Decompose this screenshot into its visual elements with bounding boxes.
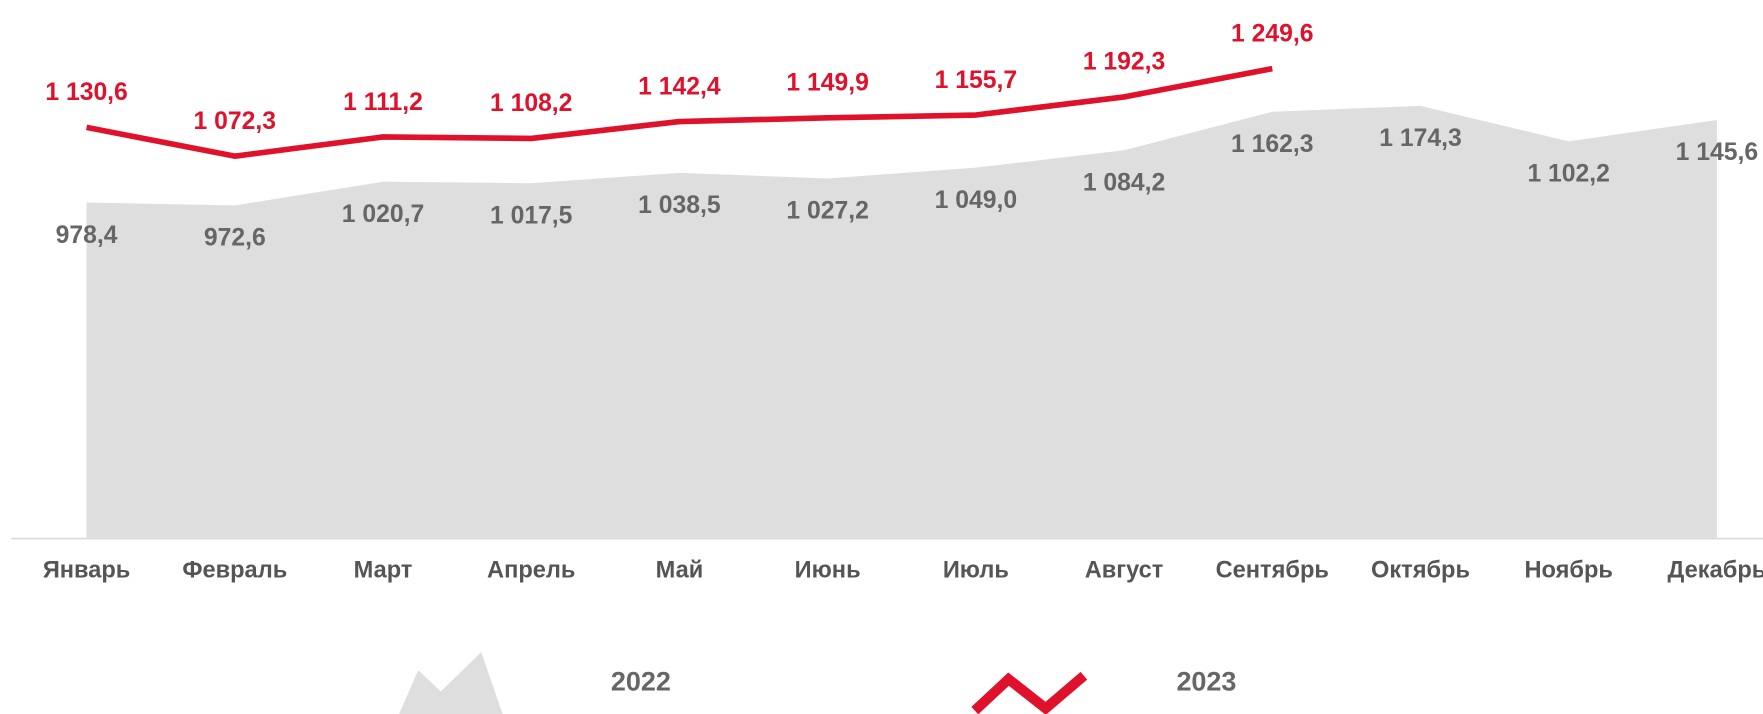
x-tick-label: Ноябрь [1524,557,1612,583]
data-label: 1 111,2 [343,89,423,116]
legend-label: 2023 [1176,667,1236,697]
data-label: 1 145,6 [1676,139,1758,166]
data-label: 1 072,3 [194,108,276,135]
x-tick-label: Июнь [795,557,861,583]
data-label: 1 020,7 [342,201,424,228]
x-tick-label: Сентябрь [1216,557,1329,583]
x-tick-label: Апрель [487,557,575,583]
plot-area [86,105,1717,538]
data-label: 978,4 [56,222,118,249]
data-label: 1 102,2 [1527,161,1609,188]
data-label: 1 142,4 [638,73,721,100]
data-label: 1 174,3 [1379,125,1461,152]
data-label: 1 027,2 [786,198,868,225]
data-label: 1 162,3 [1231,131,1313,158]
data-label: 1 192,3 [1083,49,1165,76]
legend-icon-area [399,652,503,714]
x-tick-label: Декабрь [1668,557,1763,583]
x-tick-label: Март [354,557,413,583]
x-tick-label: Июль [943,557,1009,583]
x-tick-label: Январь [43,557,131,583]
data-label: 1 017,5 [490,202,573,229]
legend-icon-line [971,671,1088,714]
data-label: 1 155,7 [935,67,1017,94]
data-label: 1 084,2 [1083,170,1165,197]
area [86,105,1717,538]
data-label: 1 049,0 [935,187,1017,214]
data-label: 1 249,6 [1231,20,1313,47]
data-label: 1 108,2 [490,90,572,117]
x-tick-label: Февраль [182,557,287,583]
line [86,65,1273,159]
data-label: 1 149,9 [786,70,868,97]
data-label: 1 038,5 [638,192,721,219]
x-tick-label: Октябрь [1371,557,1470,583]
data-label: 972,6 [204,225,266,252]
x-tick-label: Май [656,557,704,583]
x-tick-label: Август [1085,557,1164,583]
data-label: 1 130,6 [45,79,127,106]
legend-label: 2022 [611,667,671,697]
